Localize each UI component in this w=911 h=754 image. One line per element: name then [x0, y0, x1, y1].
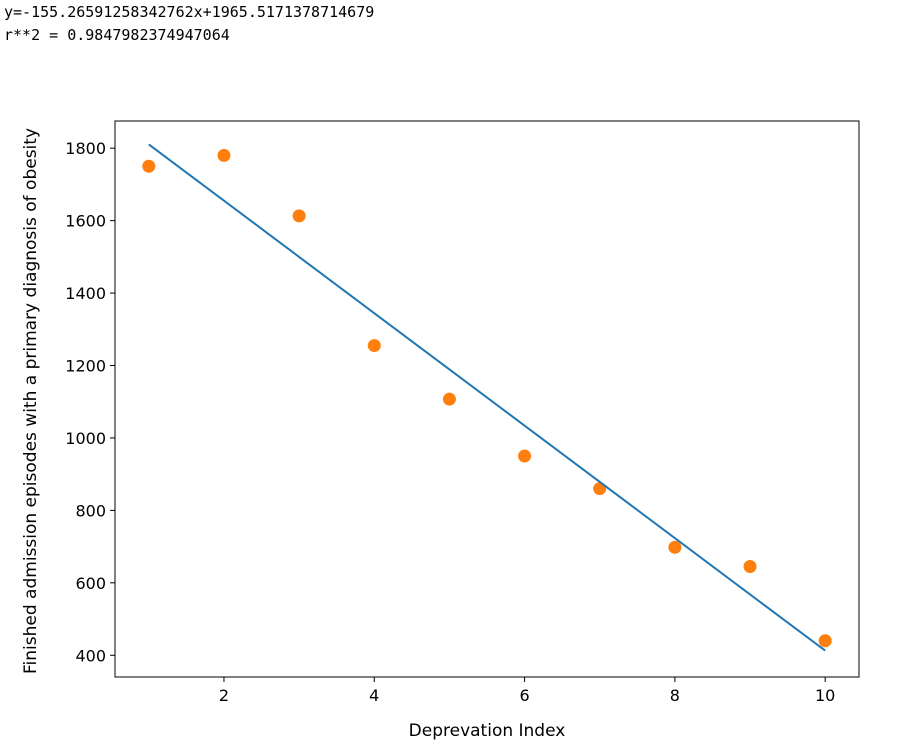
r-squared-text: r**2 = 0.9847982374947064: [4, 26, 230, 44]
data-point: [818, 634, 832, 648]
data-point: [743, 560, 757, 574]
data-point: [518, 449, 532, 463]
regression-equation-text: y=-155.26591258342762x+1965.517137871467…: [4, 3, 375, 21]
data-point: [142, 159, 156, 173]
y-tick-label: 800: [75, 501, 106, 520]
y-tick-label: 1800: [65, 139, 106, 158]
regression-line: [148, 143, 826, 652]
y-axis-label: Finished admission episodes with a prima…: [21, 128, 41, 674]
x-axis-label: Deprevation Index: [409, 721, 566, 741]
y-tick-label: 1600: [65, 212, 106, 231]
x-tick-label: 6: [519, 686, 529, 705]
x-tick-label: 4: [369, 686, 379, 705]
y-tick-label: 1000: [65, 429, 106, 448]
y-tick-label: 1200: [65, 356, 106, 375]
x-tick-label: 8: [670, 686, 680, 705]
plot-frame: [114, 120, 860, 678]
x-tick-label: 10: [815, 686, 835, 705]
y-tick-label: 1400: [65, 284, 106, 303]
data-point: [668, 540, 682, 554]
data-point: [442, 392, 456, 406]
y-tick-label: 600: [75, 574, 106, 593]
x-tick-label: 2: [219, 686, 229, 705]
data-point: [367, 339, 381, 353]
data-point: [217, 148, 231, 162]
y-tick-label: 400: [75, 646, 106, 665]
data-point: [292, 209, 306, 223]
